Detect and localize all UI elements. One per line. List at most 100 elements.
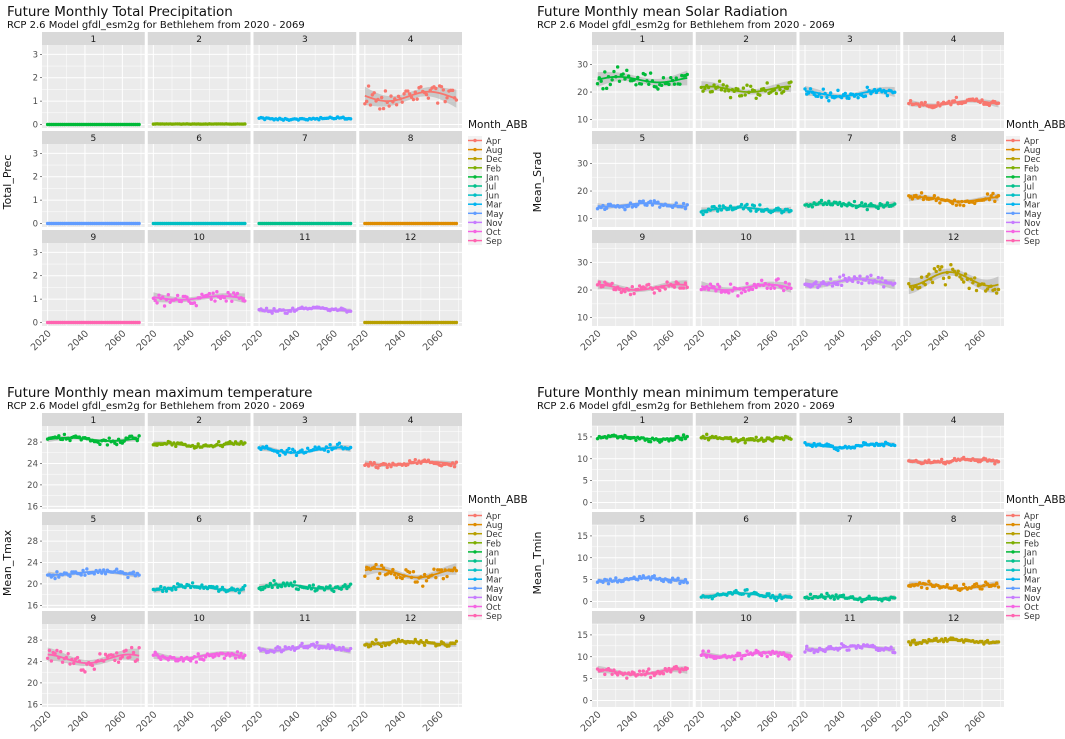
legend-label: Jul — [1023, 183, 1034, 193]
data-point — [825, 591, 829, 596]
facet-panel: 12 2020 2040 2060 — [346, 230, 462, 353]
facet-strip — [359, 413, 462, 426]
data-point — [287, 446, 291, 451]
data-point — [683, 281, 688, 285]
facet-panel: 5 16 20 24 28 — [27, 512, 145, 611]
data-point — [98, 442, 102, 447]
data-point — [623, 207, 627, 212]
data-point — [432, 567, 436, 571]
data-point — [960, 277, 964, 281]
y-tick-label: 20 — [27, 679, 38, 689]
data-point — [434, 86, 438, 91]
facet-strip — [359, 611, 462, 624]
data-point — [393, 573, 397, 577]
data-point — [402, 92, 406, 96]
y-tick-label: 3 — [33, 149, 38, 159]
data-point — [174, 444, 178, 449]
panel-background — [799, 45, 901, 128]
facet-panel: 4 — [359, 413, 462, 509]
facet-strip-label: 9 — [91, 614, 97, 624]
x-tick-label: 2040 — [278, 328, 303, 353]
data-point — [129, 645, 134, 650]
trend-line — [804, 645, 895, 651]
facet-strip — [695, 512, 797, 525]
data-point — [311, 583, 315, 587]
x-tick-label: 2060 — [756, 328, 781, 353]
y-axis-label: Total_Prec — [1, 155, 14, 211]
facet-panel: 1 10 20 30 — [577, 32, 693, 128]
chart-title: Future Monthly mean maximum temperature — [7, 385, 312, 401]
data-point — [938, 201, 942, 205]
facet-panel: 8 — [903, 512, 1004, 608]
data-point — [754, 435, 758, 440]
facet-strip — [903, 131, 1004, 144]
data-point — [376, 576, 380, 581]
data-point — [974, 288, 979, 293]
legend-key-point — [473, 613, 477, 618]
data-point — [758, 203, 762, 207]
data-point — [923, 100, 927, 105]
data-point — [927, 272, 931, 276]
trend-line — [908, 196, 999, 203]
x-tick-label: 2020 — [683, 328, 708, 353]
legend-title: Month_ABB — [468, 119, 528, 131]
data-point — [945, 583, 949, 587]
x-tick-label: 2040 — [66, 709, 91, 734]
legend-key-point — [1011, 559, 1015, 563]
data-point — [770, 439, 775, 443]
data-point — [641, 669, 645, 673]
facet-strip — [799, 512, 901, 525]
data-point — [706, 287, 711, 292]
data-point — [215, 290, 219, 294]
legend-label: Mar — [486, 576, 503, 586]
data-point — [196, 652, 200, 656]
data-point — [300, 448, 304, 452]
data-point — [974, 582, 979, 586]
facet-strip — [592, 413, 693, 426]
data-point — [701, 89, 705, 93]
x-tick-label: 2040 — [719, 328, 744, 353]
panel-background — [147, 525, 251, 608]
data-point — [228, 654, 232, 658]
data-point — [838, 275, 842, 279]
data-point — [396, 94, 401, 99]
facet-panel: 8 — [903, 131, 1004, 227]
data-point — [81, 568, 85, 573]
data-point — [827, 199, 831, 204]
data-point — [233, 656, 238, 660]
data-point — [424, 579, 429, 583]
data-point — [816, 94, 820, 99]
facet-panel: 3 — [799, 32, 901, 128]
facet-strip-label: 1 — [91, 35, 97, 45]
legend-key-point — [473, 513, 477, 518]
panel-background — [799, 426, 901, 509]
y-tick-label: 28 — [27, 537, 38, 547]
legend-label: Nov — [1024, 219, 1041, 229]
data-point — [389, 94, 393, 98]
data-point — [832, 597, 837, 601]
facet-strip-label: 2 — [743, 35, 749, 45]
facet-strip — [147, 131, 251, 144]
facet-strip — [592, 131, 693, 144]
x-tick-label: 2020 — [890, 709, 915, 734]
trend-line — [259, 446, 351, 454]
data-point — [235, 291, 240, 296]
data-point — [326, 449, 330, 454]
data-point — [860, 281, 864, 286]
y-tick-label: 5 — [583, 675, 588, 685]
data-point — [908, 99, 913, 103]
legend-key-point — [1011, 166, 1015, 170]
facet-strip — [42, 611, 145, 624]
data-point — [752, 204, 757, 208]
legend-label: Mar — [486, 201, 503, 211]
data-point — [934, 269, 938, 274]
legend-label: Sep — [1024, 237, 1040, 247]
data-point — [852, 199, 857, 204]
legend-key-point — [1011, 202, 1015, 206]
data-point — [834, 593, 838, 597]
data-point — [166, 658, 170, 662]
trend-line — [701, 436, 792, 442]
x-tick-label: 2060 — [756, 709, 781, 734]
legend-label: Apr — [1024, 512, 1039, 522]
facet-strip — [903, 230, 1004, 243]
